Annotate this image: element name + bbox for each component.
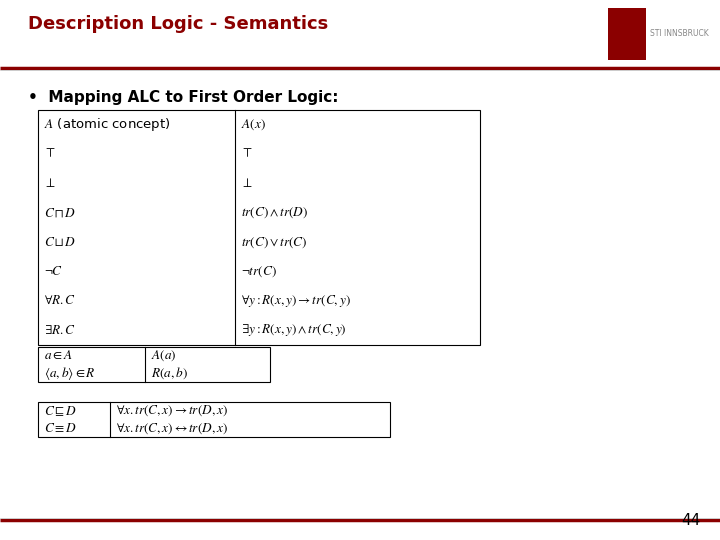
Text: $\top$: $\top$	[241, 147, 253, 160]
Bar	[38, 347, 270, 382]
Text: $C \sqcup D$: $C \sqcup D$	[44, 235, 76, 249]
Text: $A(a)$: $A(a)$	[151, 348, 176, 363]
Bar	[38, 402, 390, 437]
Text: $\exists R.C$: $\exists R.C$	[44, 324, 76, 337]
Text: STI INNSBRUCK: STI INNSBRUCK	[650, 30, 708, 38]
Text: $\forall x.tr(C,x) \leftrightarrow tr(D,x)$: $\forall x.tr(C,x) \leftrightarrow tr(D,…	[116, 421, 228, 436]
Text: $A(x)$: $A(x)$	[241, 117, 266, 132]
Bar	[38, 110, 480, 345]
Text: $\neg tr(C)$: $\neg tr(C)$	[241, 264, 277, 279]
Text: $\bot$: $\bot$	[44, 177, 56, 190]
Text: Description Logic - Semantics: Description Logic - Semantics	[28, 15, 328, 33]
Text: $R(a,b)$: $R(a,b)$	[151, 366, 188, 381]
Text: $\forall x.tr(C,x) \rightarrow tr(D,x)$: $\forall x.tr(C,x) \rightarrow tr(D,x)$	[116, 403, 228, 418]
Text: $\forall R.C$: $\forall R.C$	[44, 294, 76, 307]
Text: •  Mapping ALC to First Order Logic:: • Mapping ALC to First Order Logic:	[28, 90, 338, 105]
Text: $\bot$: $\bot$	[241, 177, 253, 190]
Text: $\top$: $\top$	[44, 147, 56, 160]
Bar	[608, 8, 646, 60]
Text: $A$ (atomic concept): $A$ (atomic concept)	[44, 116, 171, 133]
Text: $C \sqcap D$: $C \sqcap D$	[44, 206, 76, 219]
Text: $\forall y : R(x,y) \rightarrow tr(C,y)$: $\forall y : R(x,y) \rightarrow tr(C,y)$	[241, 293, 351, 309]
Text: $\exists y : R(x,y) \wedge tr(C,y)$: $\exists y : R(x,y) \wedge tr(C,y)$	[241, 322, 347, 339]
Text: $\langle a,b\rangle \in R$: $\langle a,b\rangle \in R$	[44, 364, 96, 382]
Text: $\neg C$: $\neg C$	[44, 265, 63, 278]
Text: $C \sqsubseteq D$: $C \sqsubseteq D$	[44, 404, 77, 418]
Text: $a \in A$: $a \in A$	[44, 349, 73, 362]
Text: $tr(C) \vee tr(C)$: $tr(C) \vee tr(C)$	[241, 235, 307, 249]
Text: 44: 44	[680, 513, 700, 528]
Text: $tr(C) \wedge tr(D)$: $tr(C) \wedge tr(D)$	[241, 206, 308, 220]
Text: $C \equiv D$: $C \equiv D$	[44, 422, 77, 435]
